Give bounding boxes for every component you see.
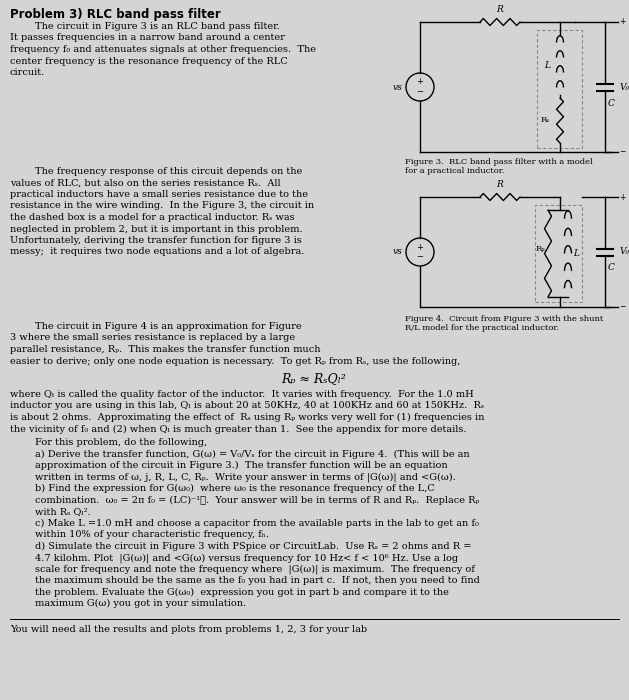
Text: C: C: [608, 263, 615, 272]
Text: d) Simulate the circuit in Figure 3 with PSpice or CircuitLab.  Use Rₛ = 2 ohms : d) Simulate the circuit in Figure 3 with…: [10, 542, 471, 551]
Text: a) Derive the transfer function, G(ω) = V₀/Vₛ for the circuit in Figure 4.  (Thi: a) Derive the transfer function, G(ω) = …: [10, 449, 470, 459]
Text: the maximum should be the same as the f₀ you had in part c.  If not, then you ne: the maximum should be the same as the f₀…: [10, 576, 480, 585]
Text: The frequency response of this circuit depends on the: The frequency response of this circuit d…: [10, 167, 303, 176]
Text: Unfortunately, deriving the transfer function for figure 3 is: Unfortunately, deriving the transfer fun…: [10, 236, 302, 245]
Text: 4.7 kilohm. Plot  |G(ω)| and <G(ω) versus frequency for 10 Hz< f < 10⁶ Hz. Use a: 4.7 kilohm. Plot |G(ω)| and <G(ω) versus…: [10, 553, 458, 563]
Text: −: −: [619, 148, 625, 157]
Text: the dashed box is a model for a practical inductor. Rₛ was: the dashed box is a model for a practica…: [10, 213, 294, 222]
Text: −: −: [416, 253, 423, 262]
Text: Rₚ: Rₚ: [535, 246, 545, 253]
Text: the vicinity of f₀ and (2) when Qₗ is much greater than 1.  See the appendix for: the vicinity of f₀ and (2) when Qₗ is mu…: [10, 424, 467, 433]
Text: V₀: V₀: [620, 83, 629, 92]
Text: parallel resistance, Rₚ.  This makes the transfer function much: parallel resistance, Rₚ. This makes the …: [10, 345, 321, 354]
Text: +: +: [619, 193, 625, 202]
Text: Rₚ ≈ RₛQₗ²: Rₚ ≈ RₛQₗ²: [282, 372, 347, 385]
Text: scale for frequency and note the frequency where  |G(ω)| is maximum.  The freque: scale for frequency and note the frequen…: [10, 564, 475, 574]
Text: −: −: [416, 88, 423, 97]
Text: C: C: [608, 99, 615, 108]
Text: written in terms of ω, j, R, L, C, Rₚ.  Write your answer in terms of |G(ω)| and: written in terms of ω, j, R, L, C, Rₚ. W…: [10, 473, 456, 482]
Text: L: L: [573, 249, 579, 258]
Text: neglected in problem 2, but it is important in this problem.: neglected in problem 2, but it is import…: [10, 225, 303, 234]
Text: +: +: [416, 242, 423, 251]
Text: is about 2 ohms.  Approximating the effect of  Rₛ using Rₚ works very well for (: is about 2 ohms. Approximating the effec…: [10, 413, 484, 422]
Text: Figure 4.  Circuit from Figure 3 with the shunt
R/L model for the practical indu: Figure 4. Circuit from Figure 3 with the…: [405, 315, 603, 332]
Text: You will need all the results and plots from problems 1, 2, 3 for your lab: You will need all the results and plots …: [10, 624, 367, 634]
Text: practical inductors have a small series resistance due to the: practical inductors have a small series …: [10, 190, 308, 199]
Text: For this problem, do the following,: For this problem, do the following,: [10, 438, 207, 447]
Text: center frequency is the resonance frequency of the RLC: center frequency is the resonance freque…: [10, 57, 287, 66]
Text: Figure 3.  RLC band pass filter with a model
for a practical inductor.: Figure 3. RLC band pass filter with a mo…: [405, 158, 593, 175]
Text: +: +: [416, 78, 423, 87]
Text: vs: vs: [393, 248, 403, 256]
Text: messy;  it requires two node equations and a lot of algebra.: messy; it requires two node equations an…: [10, 248, 304, 256]
Text: the problem. Evaluate the G(ω₀)  expression you got in part b and compare it to : the problem. Evaluate the G(ω₀) expressi…: [10, 587, 449, 596]
Text: The circuit in Figure 4 is an approximation for Figure: The circuit in Figure 4 is an approximat…: [10, 322, 302, 331]
Text: inductor you are using in this lab, Qₗ is about 20 at 50KHz, 40 at 100KHz and 60: inductor you are using in this lab, Qₗ i…: [10, 402, 484, 410]
Text: vs: vs: [393, 83, 403, 92]
Text: where Qₗ is called the quality factor of the inductor.  It varies with frequency: where Qₗ is called the quality factor of…: [10, 390, 474, 399]
Text: The circuit in Figure 3 is an RLC band pass filter.: The circuit in Figure 3 is an RLC band p…: [10, 22, 280, 31]
Text: resistance in the wire winding.  In the Figure 3, the circuit in: resistance in the wire winding. In the F…: [10, 202, 314, 211]
Text: approximation of the circuit in Figure 3.)  The transfer function will be an equ: approximation of the circuit in Figure 3…: [10, 461, 448, 470]
Text: combination.  ω₀ = 2π f₀ = (LC)⁻¹ᐟ.  Your answer will be in terms of R and Rₚ.  : combination. ω₀ = 2π f₀ = (LC)⁻¹ᐟ. Your …: [10, 496, 479, 505]
Text: 3 where the small series resistance is replaced by a large: 3 where the small series resistance is r…: [10, 333, 295, 342]
Text: V₀: V₀: [620, 248, 629, 256]
Text: circuit.: circuit.: [10, 68, 45, 77]
Text: L: L: [544, 60, 550, 69]
Text: values of RLC, but also on the series resistance Rₛ.  All: values of RLC, but also on the series re…: [10, 178, 281, 188]
Text: maximum G(ω) you got in your simulation.: maximum G(ω) you got in your simulation.: [10, 599, 246, 608]
Text: b) Find the expression for G(ω₀)  where ω₀ is the resonance frequency of the L,C: b) Find the expression for G(ω₀) where ω…: [10, 484, 435, 493]
Text: R: R: [497, 5, 503, 14]
Text: frequency f₀ and attenuates signals at other frequencies.  The: frequency f₀ and attenuates signals at o…: [10, 45, 316, 54]
Text: Problem 3) RLC band pass filter: Problem 3) RLC band pass filter: [10, 8, 221, 21]
Text: easier to derive; only one node equation is necessary.  To get Rₚ from Rₛ, use t: easier to derive; only one node equation…: [10, 356, 460, 365]
Bar: [537, 30, 582, 148]
Text: +: +: [619, 18, 625, 27]
Text: within 10% of your characteristic frequency, fₕ.: within 10% of your characteristic freque…: [10, 530, 269, 539]
Text: c) Make L =1.0 mH and choose a capacitor from the available parts in the lab to : c) Make L =1.0 mH and choose a capacitor…: [10, 519, 479, 528]
Text: with Rₛ Qₗ².: with Rₛ Qₗ².: [10, 507, 91, 516]
Text: R: R: [497, 180, 503, 189]
Text: It passes frequencies in a narrow band around a center: It passes frequencies in a narrow band a…: [10, 34, 285, 43]
Bar: [535, 205, 582, 302]
Text: Rₛ: Rₛ: [541, 116, 550, 125]
Text: −: −: [619, 302, 625, 312]
